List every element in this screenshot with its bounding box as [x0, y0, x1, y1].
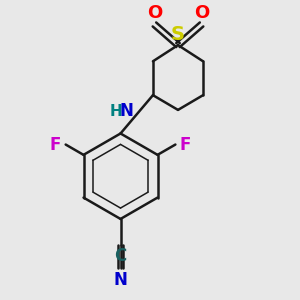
Text: O: O	[194, 4, 209, 22]
Text: N: N	[119, 102, 134, 120]
Text: H: H	[110, 104, 122, 119]
Text: F: F	[50, 136, 61, 154]
Text: S: S	[171, 25, 185, 44]
Text: N: N	[114, 271, 128, 289]
Text: C: C	[114, 247, 127, 265]
Text: F: F	[180, 136, 191, 154]
Text: O: O	[147, 4, 162, 22]
